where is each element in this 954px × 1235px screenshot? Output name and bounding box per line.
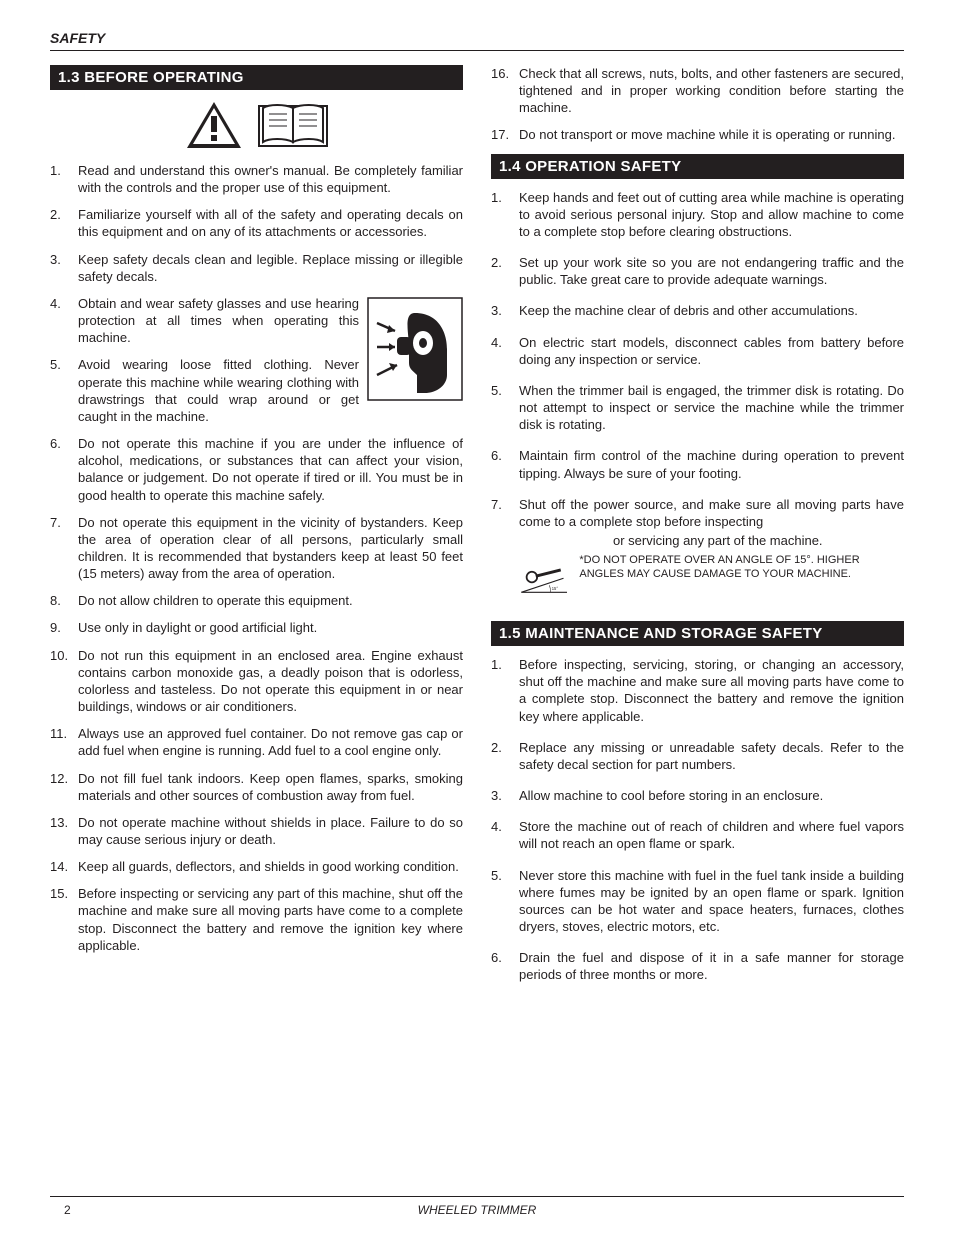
list-item: Maintain firm control of the machine dur… [491,447,904,481]
page: SAFETY 1.3 BEFORE OPERATING [0,0,954,1235]
list-item: Replace any missing or unreadable safety… [491,739,904,773]
list-item: Do not run this equipment in an enclosed… [50,647,463,716]
list-item: When the trimmer bail is engaged, the tr… [491,382,904,433]
list-item: Do not operate this machine if you are u… [50,435,463,504]
list-item: Shut off the power source, and make sure… [491,496,904,530]
list-1-4: Keep hands and feet out of cutting area … [491,189,904,530]
list-item: Use only in daylight or good artificial … [50,619,463,636]
section-1-4-title: 1.4 OPERATION SAFETY [491,154,904,179]
list-item: Drain the fuel and dispose of it in a sa… [491,949,904,983]
list-item: Store the machine out of reach of childr… [491,818,904,852]
list-item: Do not transport or move machine while i… [491,126,904,143]
list-item: Avoid wearing loose fitted clothing. Nev… [50,356,463,425]
open-book-icon [257,100,329,150]
list-item: Always use an approved fuel container. D… [50,725,463,759]
list-item: Never store this machine with fuel in th… [491,867,904,936]
angle-note: 15° *DO NOT OPERATE OVER AN ANGLE OF 15°… [519,553,904,607]
list-item: Allow machine to cool before storing in … [491,787,904,804]
header-label: SAFETY [50,30,904,46]
list-item: Do not allow children to operate this eq… [50,592,463,609]
list-item: Do not operate this equipment in the vic… [50,514,463,583]
right-column: Check that all screws, nuts, bolts, and … [491,65,904,993]
list-1-3-cont: Do not operate this machine if you are u… [50,435,463,954]
list-item: Before inspecting, servicing, storing, o… [491,656,904,725]
section-1-3-icons [50,100,463,150]
list-item: Keep the machine clear of debris and oth… [491,302,904,319]
columns: 1.3 BEFORE OPERATING [50,65,904,993]
section-1-5-title: 1.5 MAINTENANCE AND STORAGE SAFETY [491,621,904,646]
list-item: Read and understand this owner's manual.… [50,162,463,196]
list-item: Familiarize yourself with all of the saf… [50,206,463,240]
angle-15-icon: 15° [519,553,569,607]
list-item: Keep all guards, deflectors, and shields… [50,858,463,875]
list-item: Set up your work site so you are not end… [491,254,904,288]
list-item: Before inspecting or servicing any part … [50,885,463,954]
list-item: Obtain and wear safety glasses and use h… [50,295,463,346]
list-item: Check that all screws, nuts, bolts, and … [491,65,904,116]
section-1-3-title: 1.3 BEFORE OPERATING [50,65,463,90]
footer-title: WHEELED TRIMMER [50,1203,904,1217]
list-item: Keep hands and feet out of cutting area … [491,189,904,240]
list-item: Keep safety decals clean and legible. Re… [50,251,463,285]
list-item-text: Obtain and wear safety glasses and use h… [78,296,359,345]
list-item: Do not operate machine without shields i… [50,814,463,848]
angle-note-text: *DO NOT OPERATE OVER AN ANGLE OF 15°. HI… [579,553,904,582]
list-1-5: Before inspecting, servicing, storing, o… [491,656,904,983]
footer: 2 WHEELED TRIMMER [50,1196,904,1217]
list-item: On electric start models, disconnect cab… [491,334,904,368]
header-rule [50,50,904,51]
warning-triangle-icon [185,100,243,150]
list-item-text: Shut off the power source, and make sure… [519,497,904,529]
footer-rule [50,1196,904,1197]
list-1-3: Read and understand this owner's manual.… [50,162,463,425]
list-item: Do not fill fuel tank indoors. Keep open… [50,770,463,804]
list-1-3b: Check that all screws, nuts, bolts, and … [491,65,904,144]
list-item-continued: or servicing any part of the machine. [491,532,904,549]
left-column: 1.3 BEFORE OPERATING [50,65,463,993]
svg-text:15°: 15° [552,586,559,591]
